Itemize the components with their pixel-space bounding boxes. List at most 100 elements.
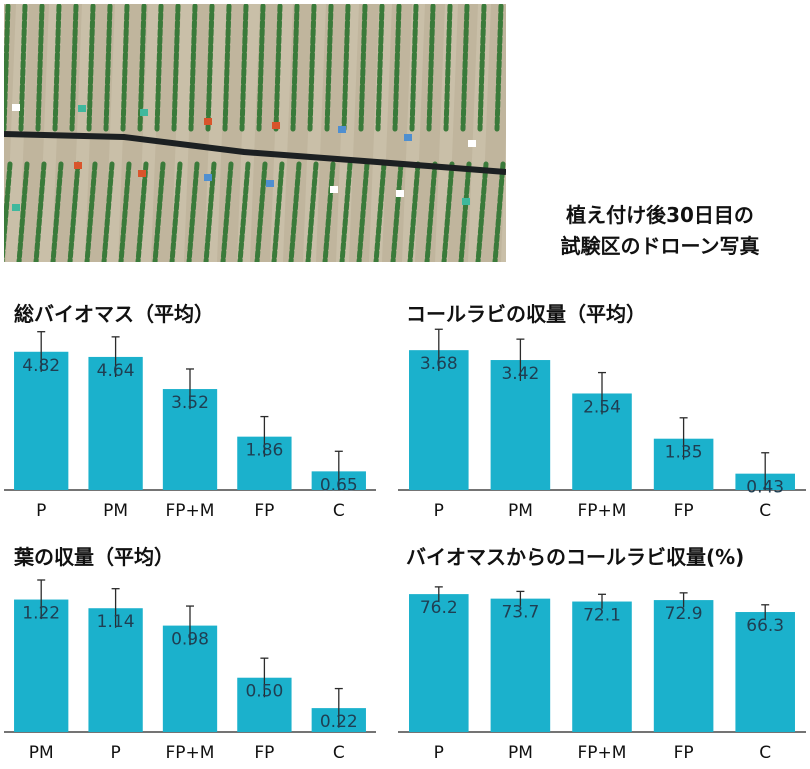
value-label: 76.2 [420, 598, 458, 618]
plant-row [171, 4, 181, 132]
plant-row [205, 4, 215, 132]
furrow [448, 4, 478, 262]
chart-leaf-yield: 1.22 PM 1.14 P 0.98 FP+M 0.50 FP 0.22 C [4, 572, 376, 766]
value-label: 4.82 [22, 356, 60, 376]
irrigation-pipe [4, 131, 506, 175]
plant-row [458, 161, 472, 262]
plant-row [460, 4, 470, 132]
value-label: 0.98 [171, 630, 209, 650]
plant-row [254, 161, 268, 262]
plant-row [426, 4, 436, 132]
plant-row [409, 4, 419, 132]
plant-row [50, 161, 64, 262]
bar [14, 599, 69, 732]
plant-row [322, 161, 336, 262]
plant-row [307, 4, 317, 132]
category-tick-label: P [36, 501, 46, 521]
plant-row [424, 161, 438, 262]
plant-row [18, 4, 28, 132]
plot-marker [204, 118, 212, 125]
plant-row [492, 161, 506, 262]
value-label: 0.22 [320, 712, 358, 732]
plant-row [441, 161, 455, 262]
category-tick-label: P [434, 743, 444, 763]
bar [572, 601, 632, 732]
plot-marker [338, 126, 346, 133]
plant-row [443, 4, 453, 132]
plant-row [152, 161, 166, 262]
plant-row [273, 4, 283, 132]
plant-row [4, 4, 11, 132]
plot-marker [272, 122, 280, 129]
plant-row [169, 161, 183, 262]
plant-row [392, 4, 402, 132]
plant-row [118, 161, 132, 262]
bar [653, 600, 714, 732]
value-label: 2.54 [583, 397, 621, 417]
chart-title-kohlrabi-yield: コールラビの収量（平均） [406, 302, 646, 326]
plant-row [288, 161, 302, 262]
plant-row [222, 4, 232, 132]
plant-row [373, 161, 387, 262]
bar [409, 594, 469, 732]
plant-row [67, 161, 81, 262]
category-tick-label: FP+M [578, 501, 627, 521]
photo-caption-line-2: 試験区のドローン写真 [560, 234, 760, 258]
plant-row [477, 4, 487, 132]
category-tick-label: P [434, 501, 444, 521]
bar [14, 351, 69, 490]
plant-row [188, 4, 198, 132]
plant-row [52, 4, 62, 132]
plant-row [33, 161, 47, 262]
plant-row [120, 4, 130, 132]
plot-marker [266, 180, 274, 187]
plant-row [4, 161, 13, 262]
value-label: 4.64 [97, 361, 135, 381]
chart-title-kohlrabi-ratio: バイオマスからのコールラビ収量(%) [406, 545, 745, 569]
drone-field-photo [4, 4, 506, 262]
furrow [283, 4, 313, 262]
plot-marker [204, 174, 212, 181]
value-label: 1.35 [665, 443, 703, 463]
plant-row [324, 4, 334, 132]
category-tick-label: PM [103, 501, 128, 521]
plant-row [341, 4, 351, 132]
chart-total-biomass: 4.82 P 4.64 PM 3.52 FP+M 1.86 FP 0.65 C [4, 330, 376, 522]
category-tick-label: C [759, 743, 771, 763]
plant-row [35, 4, 45, 132]
chart-kohlrabi-yield: 3.68 P 3.42 PM 2.54 FP+M 1.35 FP 0.43 C [398, 328, 806, 522]
category-tick-label: FP [674, 501, 694, 521]
category-tick-label: PM [508, 501, 533, 521]
bar [88, 608, 143, 732]
category-tick-label: P [110, 743, 120, 763]
plot-marker [12, 104, 20, 111]
plant-row [290, 4, 300, 132]
bar [735, 612, 795, 732]
category-tick-label: FP+M [578, 743, 627, 763]
plot-marker [330, 186, 338, 193]
plant-row [356, 161, 370, 262]
category-tick-label: PM [29, 743, 54, 763]
bar [409, 350, 469, 490]
plant-row [84, 161, 98, 262]
plant-row [135, 161, 149, 262]
value-label: 1.14 [97, 612, 135, 632]
plant-row [69, 4, 79, 132]
plant-row [494, 4, 504, 132]
value-label: 72.9 [665, 604, 703, 624]
plant-row [271, 161, 285, 262]
plot-marker [12, 204, 20, 211]
plant-row [475, 161, 489, 262]
plant-row [86, 4, 96, 132]
chart-kohlrabi-ratio: 76.2 P 73.7 PM 72.1 FP+M 72.9 FP 66.3 C [398, 572, 806, 766]
value-label: 3.52 [171, 393, 209, 413]
photo-caption-line-1: 植え付け後30日目の [566, 203, 754, 227]
value-label: 1.86 [245, 441, 283, 461]
value-label: 0.50 [245, 682, 283, 702]
plant-row [239, 4, 249, 132]
plant-row [358, 4, 368, 132]
plant-row [375, 4, 385, 132]
category-tick-label: FP [674, 743, 694, 763]
plot-marker [140, 109, 148, 116]
bar [88, 356, 143, 490]
